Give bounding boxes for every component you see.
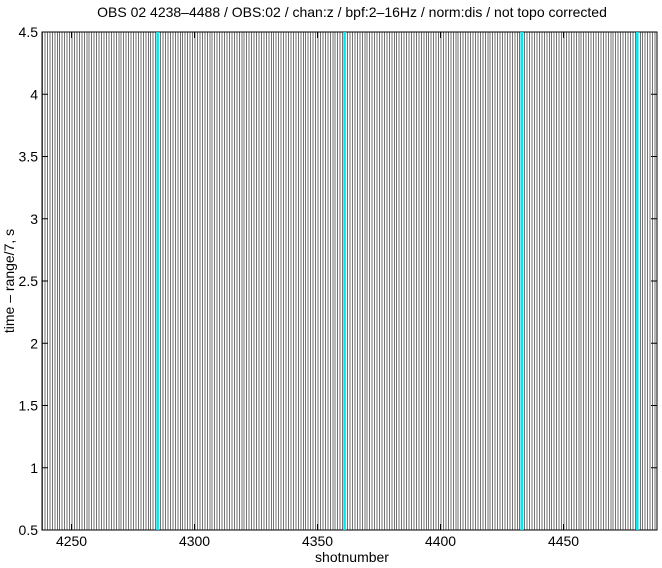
y-tick-label: 0.5	[19, 522, 39, 538]
y-tick-label: 1	[30, 460, 38, 476]
y-tick-label: 4	[30, 86, 38, 102]
x-tick-label: 4350	[302, 533, 333, 549]
x-axis-label: shotnumber	[315, 549, 389, 565]
y-tick-label: 1.5	[19, 398, 39, 414]
chart-title: OBS 02 4238–4488 / OBS:02 / chan:z / bpf…	[97, 4, 607, 20]
y-tick-label: 2.5	[19, 273, 39, 289]
x-tick-label: 4250	[56, 533, 87, 549]
y-axis-label: time – range/7, s	[1, 229, 17, 333]
x-tick-label: 4300	[179, 533, 210, 549]
plot-frame	[41, 31, 658, 531]
y-tick-label: 3	[30, 211, 38, 227]
y-tick-label: 2	[30, 335, 38, 351]
wiggle-traces	[42, 32, 657, 530]
y-tick-label: 4.5	[19, 24, 39, 40]
y-tick-label: 3.5	[19, 149, 39, 165]
x-tick-label: 4400	[425, 533, 456, 549]
x-tick-label: 4450	[548, 533, 579, 549]
